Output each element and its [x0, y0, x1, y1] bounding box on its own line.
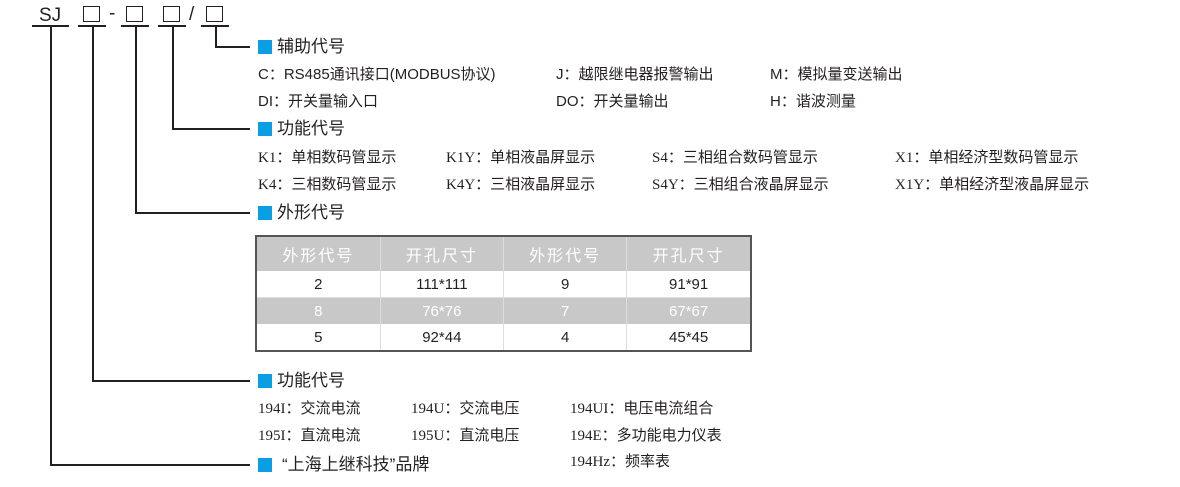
header-cell: 外形代号 — [255, 236, 381, 271]
table-cell: 2 — [255, 271, 381, 298]
connector — [135, 26, 137, 213]
table-cell: 7 — [502, 297, 627, 324]
function-item: 194UI：电压电流组合 — [570, 401, 714, 417]
function-item: 194U：交流电压 — [411, 401, 520, 417]
table-cell: 111*111 — [379, 271, 504, 298]
function-title: 功能代号 — [277, 371, 345, 390]
function-item: 194Hz：频率表 — [570, 454, 670, 470]
function-item: 194E：多功能电力仪表 — [570, 428, 722, 444]
connector — [50, 26, 52, 465]
function-item: 195U：直流电压 — [411, 428, 520, 444]
display-item: K4Y：三相液晶屏显示 — [446, 177, 596, 193]
function-item: 195I：直流电流 — [258, 428, 361, 444]
table-row: 2 111*111 9 91*91 — [255, 271, 751, 298]
display-item: K1Y：单相液晶屏显示 — [446, 150, 596, 166]
aux-title: 辅助代号 — [277, 37, 345, 56]
connector — [135, 212, 250, 214]
bullet-square-icon — [258, 40, 272, 54]
display-item: K4：三相数码管显示 — [258, 177, 397, 193]
table-cell: 76*76 — [379, 297, 504, 324]
bullet-square-icon — [258, 374, 272, 388]
aux-item: DI：开关量输入口 — [258, 93, 379, 110]
connector — [172, 128, 250, 130]
aux-item: M：模拟量变送输出 — [770, 66, 903, 83]
slot-aux — [206, 6, 223, 22]
connector — [50, 464, 250, 466]
bullet-square-icon — [258, 122, 272, 136]
display-item: S4：三相组合数码管显示 — [652, 150, 818, 166]
table-cell: 4 — [502, 324, 627, 352]
table-cell: 9 — [502, 271, 627, 298]
slot-shape — [126, 6, 143, 22]
header-cell: 外形代号 — [502, 236, 627, 271]
table-row: 5 92*44 4 45*45 — [255, 324, 751, 352]
header-cell: 开孔尺寸 — [626, 236, 751, 271]
connector — [92, 26, 94, 381]
code-slash: / — [189, 4, 195, 25]
table-row: 8 76*76 7 67*67 — [255, 297, 751, 324]
display-item: X1Y：单相经济型液晶屏显示 — [895, 177, 1090, 193]
bullet-square-icon — [258, 206, 272, 220]
underline — [32, 25, 69, 27]
slot-function — [83, 6, 100, 22]
table-header: 外形代号 开孔尺寸 外形代号 开孔尺寸 — [255, 236, 751, 271]
display-item: X1：单相经济型数码管显示 — [895, 150, 1079, 166]
underline — [121, 25, 149, 27]
table-cell: 8 — [255, 297, 381, 324]
underline — [78, 25, 106, 27]
connector — [92, 380, 250, 382]
aux-item: J：越限继电器报警输出 — [556, 66, 714, 83]
table-cell: 67*67 — [626, 297, 751, 324]
connector — [215, 46, 250, 48]
connector — [215, 26, 217, 47]
brand-title: “上海上继科技”品牌 — [282, 455, 430, 474]
header-cell: 开孔尺寸 — [379, 236, 504, 271]
slot-display — [163, 6, 180, 22]
table-cell: 92*44 — [379, 324, 504, 352]
aux-item: DO：开关量输出 — [556, 93, 669, 110]
code-dash: - — [109, 3, 116, 24]
connector — [172, 26, 174, 129]
aux-item: H：谐波测量 — [770, 93, 856, 110]
display-item: K1：单相数码管显示 — [258, 150, 397, 166]
function-item: 194I：交流电流 — [258, 401, 361, 417]
bullet-square-icon — [258, 458, 272, 472]
aux-item: C：RS485通讯接口(MODBUS协议) — [258, 66, 496, 83]
code-prefix: SJ — [39, 5, 62, 26]
underline — [201, 25, 229, 27]
table-cell: 5 — [255, 324, 381, 352]
table-cell: 91*91 — [626, 271, 751, 298]
shape-table: 外形代号 开孔尺寸 外形代号 开孔尺寸 2 111*111 9 91*91 8 … — [255, 235, 752, 352]
display-item: S4Y：三相组合液晶屏显示 — [652, 177, 829, 193]
table-cell: 45*45 — [626, 324, 751, 352]
display-title: 功能代号 — [277, 119, 345, 138]
underline — [158, 25, 186, 27]
shape-title: 外形代号 — [277, 203, 345, 222]
